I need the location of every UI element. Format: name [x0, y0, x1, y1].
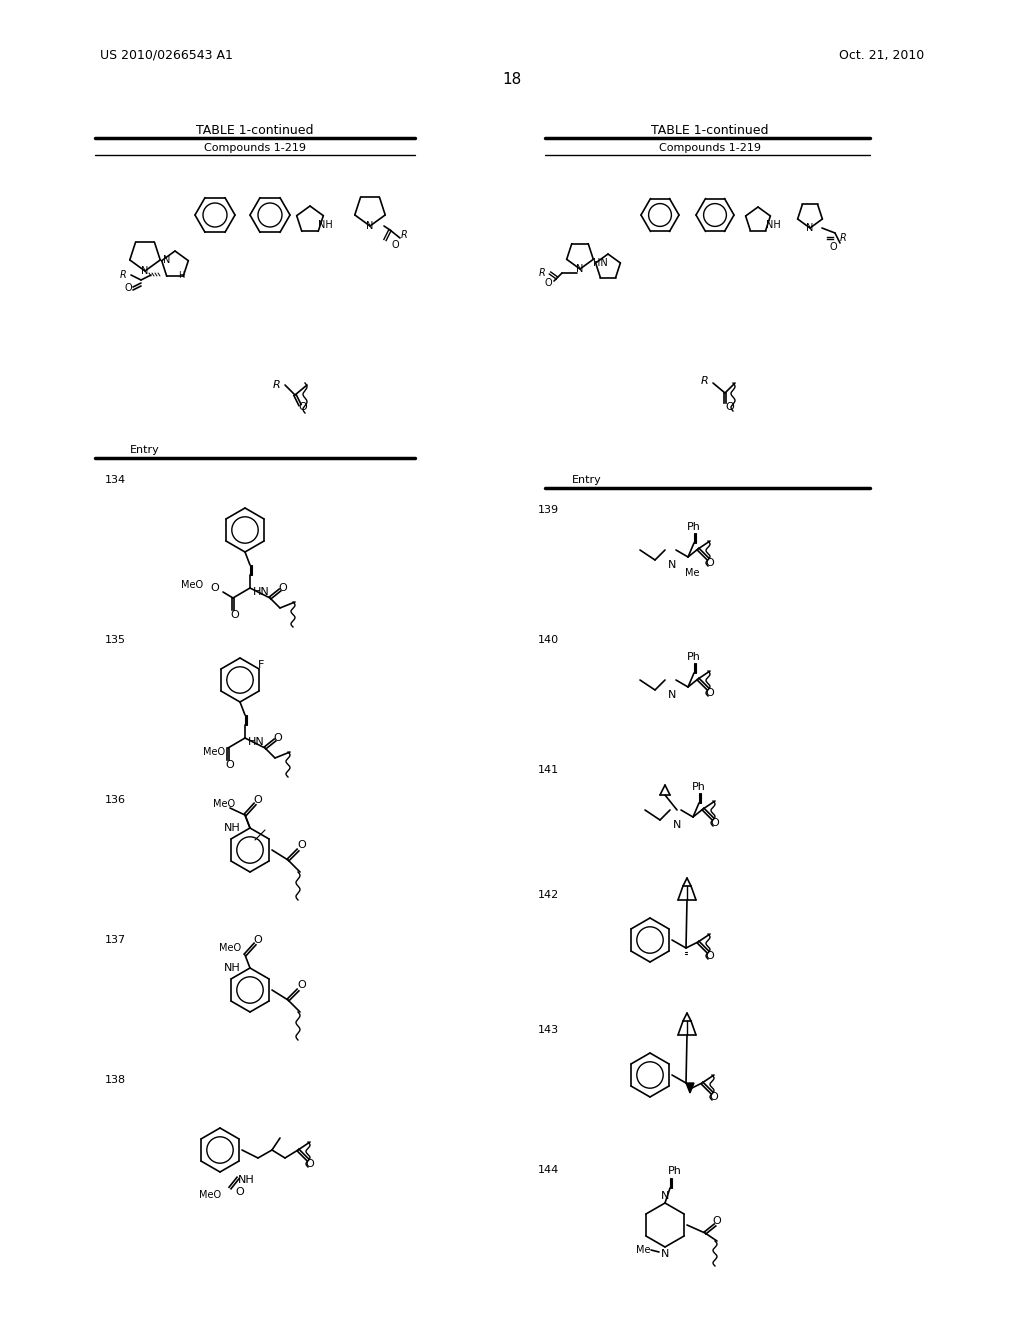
- Text: 142: 142: [538, 890, 559, 900]
- Text: N: N: [367, 220, 374, 231]
- Text: O: O: [706, 688, 715, 698]
- Text: MeO: MeO: [219, 942, 241, 953]
- Text: O: O: [711, 818, 720, 828]
- Text: HN: HN: [593, 257, 607, 268]
- Text: NH: NH: [223, 822, 241, 833]
- Text: NH: NH: [238, 1175, 254, 1185]
- Text: Compounds 1-219: Compounds 1-219: [204, 143, 306, 153]
- Text: O: O: [124, 282, 132, 293]
- Text: O: O: [391, 240, 398, 249]
- Text: N: N: [141, 267, 148, 276]
- Text: N: N: [660, 1249, 670, 1259]
- Text: R: R: [273, 380, 281, 389]
- Text: NH: NH: [318, 220, 333, 230]
- Text: O: O: [713, 1216, 721, 1226]
- Text: US 2010/0266543 A1: US 2010/0266543 A1: [100, 49, 232, 62]
- Text: TABLE 1-continued: TABLE 1-continued: [651, 124, 769, 136]
- Text: NH: NH: [223, 964, 241, 973]
- Text: O: O: [710, 1092, 719, 1102]
- Text: O: O: [273, 733, 283, 743]
- Text: 138: 138: [105, 1074, 126, 1085]
- Text: N: N: [577, 264, 584, 275]
- Text: HN: HN: [248, 737, 265, 747]
- Text: O: O: [279, 583, 288, 593]
- Text: O: O: [254, 795, 262, 805]
- Text: F: F: [258, 660, 264, 671]
- Text: 143: 143: [538, 1026, 559, 1035]
- Text: O: O: [298, 840, 306, 850]
- Text: 144: 144: [538, 1166, 559, 1175]
- Text: O: O: [225, 760, 234, 770]
- Text: N: N: [668, 690, 676, 700]
- Text: O: O: [726, 403, 734, 412]
- Text: TABLE 1-continued: TABLE 1-continued: [197, 124, 313, 136]
- Text: O: O: [236, 1187, 245, 1197]
- Text: O: O: [211, 583, 219, 593]
- Text: MeO: MeO: [213, 799, 236, 809]
- Text: N: N: [660, 1191, 670, 1201]
- Text: Ph: Ph: [692, 781, 706, 792]
- Text: 139: 139: [538, 506, 559, 515]
- Text: Entry: Entry: [572, 475, 602, 484]
- Text: N: N: [163, 255, 171, 265]
- Text: HN: HN: [253, 587, 269, 597]
- Text: MeO: MeO: [203, 747, 225, 756]
- Text: Ph: Ph: [668, 1166, 682, 1176]
- Text: 18: 18: [503, 73, 521, 87]
- Text: NH: NH: [766, 220, 780, 230]
- Text: Me: Me: [685, 568, 699, 578]
- Text: Ph: Ph: [687, 521, 701, 532]
- Text: H: H: [178, 271, 184, 280]
- Text: R: R: [400, 230, 408, 240]
- Text: 140: 140: [538, 635, 559, 645]
- Text: 137: 137: [105, 935, 126, 945]
- Polygon shape: [686, 1082, 694, 1093]
- Text: O: O: [706, 950, 715, 961]
- Text: O: O: [706, 558, 715, 568]
- Text: O: O: [305, 1159, 314, 1170]
- Text: 141: 141: [538, 766, 559, 775]
- Text: R: R: [539, 268, 546, 279]
- Text: N: N: [673, 820, 681, 830]
- Text: O: O: [230, 610, 240, 620]
- Text: Compounds 1-219: Compounds 1-219: [659, 143, 761, 153]
- Text: Oct. 21, 2010: Oct. 21, 2010: [839, 49, 924, 62]
- Text: R: R: [120, 271, 126, 280]
- Text: 136: 136: [105, 795, 126, 805]
- Text: O: O: [254, 935, 262, 945]
- Text: Entry: Entry: [130, 445, 160, 455]
- Text: N: N: [668, 560, 676, 570]
- Text: O: O: [544, 279, 552, 288]
- Text: 134: 134: [105, 475, 126, 484]
- Text: N: N: [806, 223, 814, 234]
- Text: Me: Me: [636, 1245, 650, 1255]
- Text: Ph: Ph: [687, 652, 701, 663]
- Text: O: O: [299, 403, 307, 412]
- Text: O: O: [829, 242, 837, 252]
- Text: MeO: MeO: [199, 1191, 221, 1200]
- Text: MeO: MeO: [181, 579, 203, 590]
- Text: 135: 135: [105, 635, 126, 645]
- Text: R: R: [840, 234, 847, 243]
- Text: R: R: [701, 376, 709, 385]
- Text: O: O: [298, 979, 306, 990]
